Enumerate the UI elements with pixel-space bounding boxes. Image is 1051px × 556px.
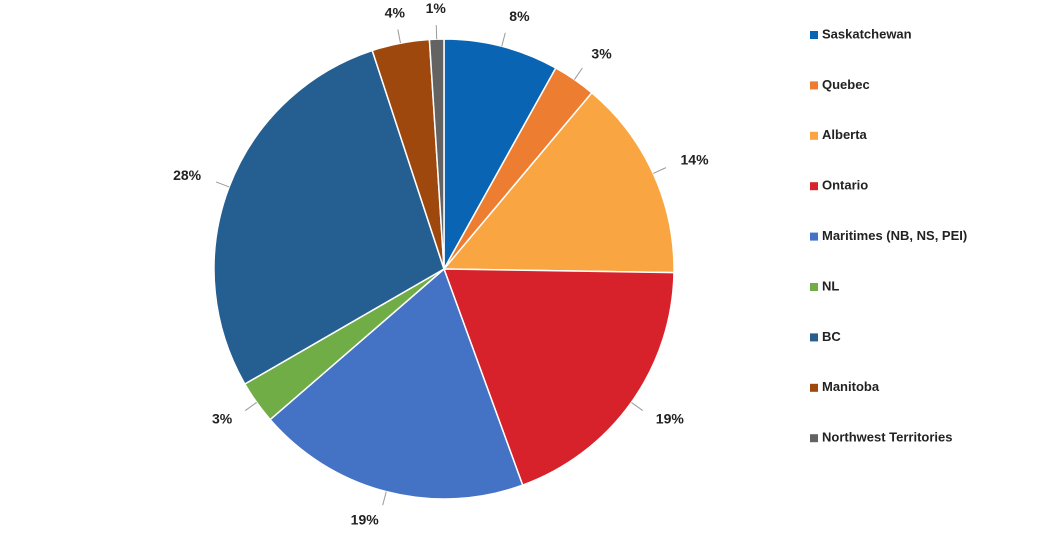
legend-swatch [810,383,818,392]
leader-line [382,491,387,506]
legend-label: NL [822,278,839,293]
pie-slice [443,38,557,272]
leader-line [653,167,667,174]
data-label: 3% [212,411,233,427]
legend-swatch [810,81,818,90]
legend-label: Quebec [822,77,870,92]
leader-line [631,402,644,411]
leader-line [244,402,257,411]
data-label: 8% [509,8,530,24]
legend-swatch [810,182,818,191]
data-label: 19% [656,411,685,427]
data-label: 28% [173,167,202,183]
leader-line [501,32,506,47]
legend-label: Alberta [822,127,868,142]
data-label: 3% [591,46,612,62]
leader-line [574,67,583,80]
data-label: 1% [426,0,447,16]
leader-line [397,29,401,44]
legend-label: Saskatchewan [822,26,912,41]
legend-label: Maritimes (NB, NS, PEI) [822,228,967,243]
legend-swatch [810,232,818,241]
legend-label: Manitoba [822,379,880,394]
legend-swatch [810,31,818,39]
legend-label: Northwest Territories [822,430,953,445]
data-label: 19% [351,511,380,527]
legend-label: BC [822,329,841,344]
data-label: 4% [385,4,406,20]
legend-swatch [810,131,818,140]
leader-line [215,181,230,188]
legend-swatch [810,283,818,291]
legend-swatch [810,333,818,342]
data-label: 14% [681,152,710,168]
pie-slice [428,38,445,270]
pie-slice [269,267,524,500]
legend-swatch [810,434,818,443]
legend-label: Ontario [822,178,868,193]
pie-slice [213,49,445,386]
pie-slice [442,268,675,487]
pie-slice [442,91,675,274]
